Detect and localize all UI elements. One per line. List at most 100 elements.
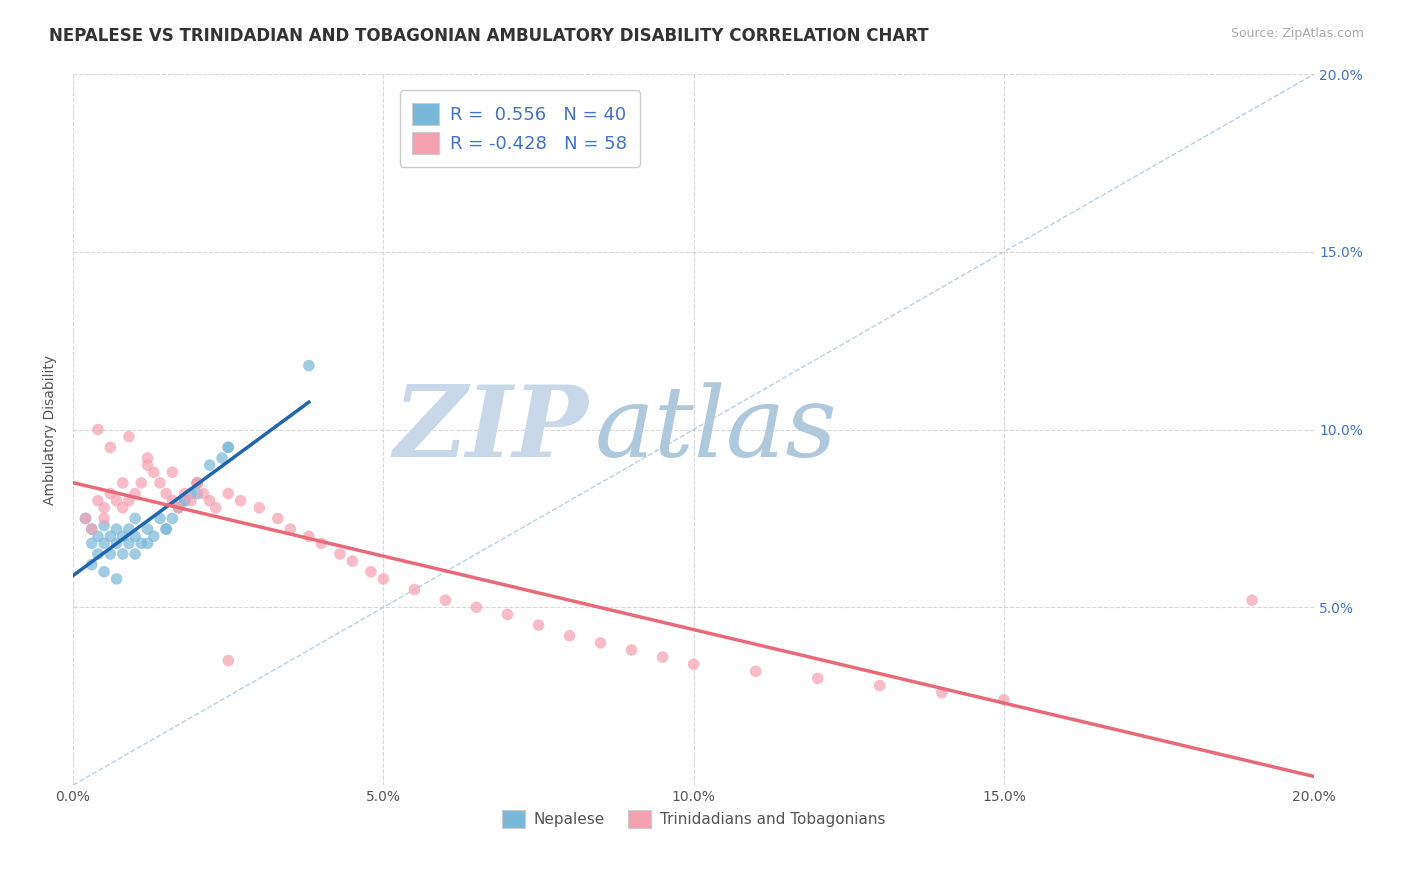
Point <box>111 547 134 561</box>
Point <box>124 529 146 543</box>
Point <box>87 547 110 561</box>
Point <box>186 475 208 490</box>
Point <box>136 522 159 536</box>
Point <box>131 475 153 490</box>
Point <box>111 500 134 515</box>
Point <box>87 529 110 543</box>
Point <box>93 511 115 525</box>
Point <box>360 565 382 579</box>
Point <box>247 500 270 515</box>
Point <box>124 511 146 525</box>
Point <box>75 511 97 525</box>
Point <box>931 686 953 700</box>
Point <box>142 529 165 543</box>
Point <box>162 493 184 508</box>
Point <box>186 486 208 500</box>
Point <box>149 511 172 525</box>
Point <box>329 547 352 561</box>
Point <box>278 522 301 536</box>
Point <box>744 665 766 679</box>
Point <box>217 486 239 500</box>
Point <box>558 629 581 643</box>
Point <box>80 522 103 536</box>
Point <box>869 679 891 693</box>
Point <box>124 486 146 500</box>
Point <box>98 529 121 543</box>
Point <box>98 486 121 500</box>
Point <box>80 558 103 572</box>
Point <box>93 565 115 579</box>
Point <box>173 493 195 508</box>
Point <box>118 493 141 508</box>
Point <box>155 522 177 536</box>
Point <box>111 529 134 543</box>
Point <box>93 518 115 533</box>
Point <box>93 536 115 550</box>
Text: Source: ZipAtlas.com: Source: ZipAtlas.com <box>1230 27 1364 40</box>
Point <box>211 450 233 465</box>
Point <box>105 536 128 550</box>
Point <box>118 430 141 444</box>
Legend: Nepalese, Trinidadians and Tobagonians: Nepalese, Trinidadians and Tobagonians <box>495 804 891 834</box>
Point <box>98 547 121 561</box>
Point <box>155 522 177 536</box>
Point <box>155 486 177 500</box>
Point <box>620 643 643 657</box>
Point <box>204 500 226 515</box>
Point <box>93 500 115 515</box>
Point <box>651 650 673 665</box>
Point <box>180 493 202 508</box>
Point <box>136 536 159 550</box>
Point <box>404 582 426 597</box>
Point <box>136 458 159 472</box>
Point <box>589 636 612 650</box>
Point <box>142 465 165 479</box>
Point <box>434 593 457 607</box>
Point <box>311 536 333 550</box>
Point <box>229 493 252 508</box>
Point <box>217 440 239 454</box>
Point <box>217 654 239 668</box>
Point <box>162 465 184 479</box>
Point <box>87 423 110 437</box>
Point <box>105 572 128 586</box>
Point <box>173 486 195 500</box>
Point <box>80 536 103 550</box>
Point <box>87 493 110 508</box>
Point <box>193 486 215 500</box>
Point <box>111 475 134 490</box>
Y-axis label: Ambulatory Disability: Ambulatory Disability <box>44 354 58 505</box>
Point <box>118 522 141 536</box>
Point <box>267 511 290 525</box>
Point <box>298 529 321 543</box>
Point <box>198 493 221 508</box>
Text: atlas: atlas <box>595 382 837 477</box>
Point <box>1241 593 1264 607</box>
Point <box>162 511 184 525</box>
Point <box>131 536 153 550</box>
Point <box>373 572 395 586</box>
Point <box>124 547 146 561</box>
Point <box>807 672 830 686</box>
Point <box>105 493 128 508</box>
Point <box>527 618 550 632</box>
Point <box>98 440 121 454</box>
Point <box>465 600 488 615</box>
Point <box>118 536 141 550</box>
Text: ZIP: ZIP <box>394 381 588 478</box>
Point <box>75 511 97 525</box>
Point <box>198 458 221 472</box>
Point <box>993 692 1015 706</box>
Point <box>180 486 202 500</box>
Point <box>682 657 704 672</box>
Text: NEPALESE VS TRINIDADIAN AND TOBAGONIAN AMBULATORY DISABILITY CORRELATION CHART: NEPALESE VS TRINIDADIAN AND TOBAGONIAN A… <box>49 27 929 45</box>
Point <box>80 522 103 536</box>
Point <box>167 500 190 515</box>
Point <box>149 475 172 490</box>
Point <box>342 554 364 568</box>
Point <box>173 493 195 508</box>
Point <box>186 475 208 490</box>
Point <box>136 450 159 465</box>
Point <box>298 359 321 373</box>
Point <box>496 607 519 622</box>
